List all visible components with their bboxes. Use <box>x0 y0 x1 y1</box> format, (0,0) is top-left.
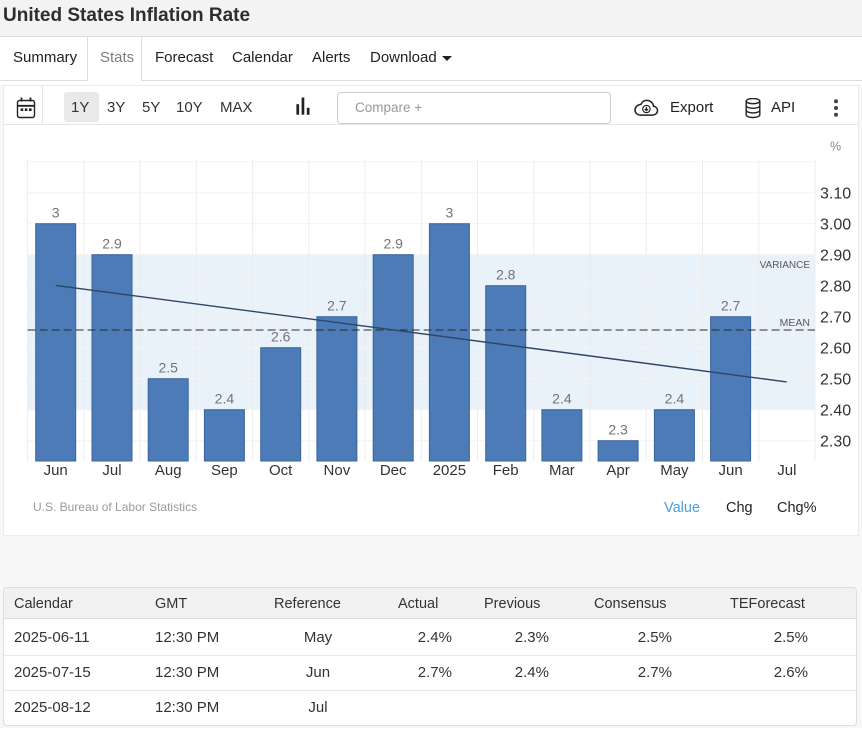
svg-text:2.3: 2.3 <box>608 422 628 438</box>
svg-text:Dec: Dec <box>380 462 407 479</box>
svg-text:2.30: 2.30 <box>820 433 851 450</box>
svg-text:3.00: 3.00 <box>820 216 851 233</box>
svg-text:Jun: Jun <box>719 462 743 479</box>
svg-text:Mar: Mar <box>549 462 575 479</box>
svg-text:2.8: 2.8 <box>496 267 516 283</box>
svg-text:2.40: 2.40 <box>820 402 851 419</box>
svg-text:Apr: Apr <box>606 462 629 479</box>
svg-text:2.6: 2.6 <box>271 329 291 345</box>
svg-text:2.7: 2.7 <box>327 298 347 314</box>
svg-text:%: % <box>830 140 841 154</box>
svg-text:Jun: Jun <box>44 462 68 479</box>
svg-text:2.9: 2.9 <box>102 236 122 252</box>
svg-text:Aug: Aug <box>155 462 182 479</box>
svg-text:2.90: 2.90 <box>820 247 851 264</box>
svg-text:May: May <box>660 462 689 479</box>
svg-text:2.4: 2.4 <box>665 391 685 407</box>
svg-text:Nov: Nov <box>324 462 351 479</box>
svg-text:3: 3 <box>446 205 454 221</box>
svg-text:2.50: 2.50 <box>820 371 851 388</box>
svg-text:2.80: 2.80 <box>820 278 851 295</box>
svg-text:Feb: Feb <box>493 462 519 479</box>
svg-text:2.70: 2.70 <box>820 309 851 326</box>
svg-text:MEAN: MEAN <box>780 317 810 329</box>
svg-text:3.10: 3.10 <box>820 185 851 202</box>
svg-text:2.9: 2.9 <box>383 236 403 252</box>
svg-text:Jul: Jul <box>777 462 796 479</box>
svg-text:2.5: 2.5 <box>158 360 178 376</box>
svg-text:Sep: Sep <box>211 462 238 479</box>
svg-text:Oct: Oct <box>269 462 293 479</box>
svg-text:2.4: 2.4 <box>215 391 235 407</box>
svg-text:U.S. Bureau of Labor Statistic: U.S. Bureau of Labor Statistics <box>33 500 197 514</box>
svg-text:Jul: Jul <box>102 462 121 479</box>
svg-text:2025: 2025 <box>433 462 466 479</box>
svg-text:VARIANCE: VARIANCE <box>760 260 811 271</box>
svg-text:2.60: 2.60 <box>820 340 851 357</box>
svg-text:2.7: 2.7 <box>721 298 741 314</box>
svg-text:Value: Value <box>664 500 700 516</box>
svg-text:Chg%: Chg% <box>777 500 817 516</box>
svg-text:Chg: Chg <box>726 500 753 516</box>
svg-text:2.4: 2.4 <box>552 391 572 407</box>
svg-text:3: 3 <box>52 205 60 221</box>
